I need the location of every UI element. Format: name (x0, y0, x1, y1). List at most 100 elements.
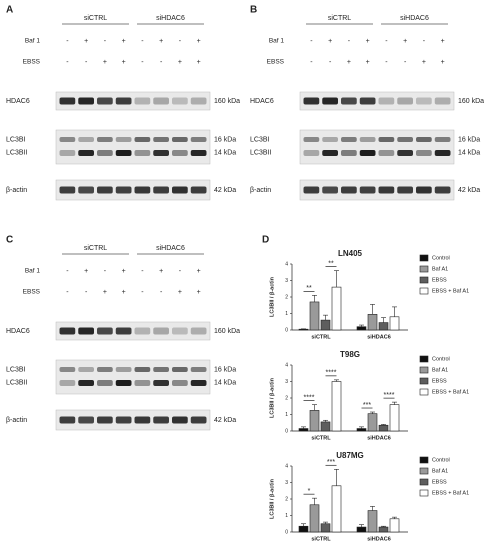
error-bar (370, 506, 375, 511)
condition-sign: - (104, 38, 107, 45)
band (115, 380, 132, 386)
band (303, 97, 320, 105)
bar (389, 404, 400, 432)
band (190, 150, 207, 156)
significance-label: **** (326, 370, 337, 377)
band (78, 416, 94, 424)
band (172, 327, 188, 335)
condition-sign: - (141, 59, 144, 66)
bar (389, 316, 400, 331)
bar (378, 526, 389, 533)
y-tick-label: 4 (285, 463, 288, 469)
panel-letter: B (250, 5, 257, 16)
group-label: siHDAC6 (156, 15, 185, 22)
band (416, 137, 432, 142)
condition-sign: - (423, 38, 426, 45)
band (134, 327, 151, 335)
band (322, 137, 338, 142)
band (378, 97, 395, 105)
protein-label: LC3BII (250, 149, 271, 156)
error-bar (323, 314, 328, 321)
band (397, 150, 413, 156)
band (59, 380, 76, 386)
error-bar (370, 411, 375, 414)
blot-background (55, 179, 211, 201)
x-tick-label: siHDAC6 (367, 435, 391, 441)
condition-sign: + (441, 59, 445, 66)
protein-label: β-actin (250, 187, 271, 194)
band (115, 416, 132, 424)
condition-sign: - (85, 289, 88, 296)
size-label: 16 kDa (214, 366, 236, 373)
significance-label: ** (328, 260, 334, 267)
size-label: 16 kDa (214, 136, 236, 143)
protein-label: β-actin (6, 187, 27, 194)
band (134, 380, 151, 386)
condition-sign: + (366, 38, 370, 45)
condition-sign: - (141, 268, 144, 275)
x-tick-label: siCTRL (311, 435, 331, 441)
bar (298, 525, 309, 533)
protein-label: LC3BII (6, 379, 27, 386)
condition-sign: - (66, 59, 69, 66)
band (97, 367, 113, 372)
band (97, 186, 113, 194)
error-bar (301, 426, 306, 429)
band (190, 186, 207, 194)
band (153, 150, 169, 156)
band (97, 380, 113, 386)
band (378, 186, 395, 194)
bar (320, 523, 331, 533)
legend-label: Baf A1 (432, 367, 448, 373)
y-tick-label: 1 (285, 412, 288, 418)
band (59, 186, 76, 194)
condition-sign: + (122, 289, 126, 296)
chart-title: U87MG (336, 451, 364, 460)
bar (298, 328, 309, 331)
error-bar (323, 419, 328, 422)
protein-label: HDAC6 (6, 98, 30, 105)
band (341, 150, 357, 156)
y-tick-label: 1 (285, 513, 288, 519)
band (434, 137, 451, 142)
size-label: 160 kDa (214, 328, 240, 335)
band (115, 97, 132, 105)
condition-sign: + (403, 38, 407, 45)
band (59, 367, 76, 372)
bar (367, 314, 378, 331)
y-tick-label: 3 (285, 278, 288, 284)
error-bar (381, 317, 386, 323)
error-bar (312, 404, 317, 411)
blot-background (55, 409, 211, 431)
y-tick-label: 2 (285, 496, 288, 502)
error-bar (334, 379, 339, 382)
row-label: EBSS (23, 289, 41, 296)
y-tick-label: 4 (285, 362, 288, 368)
condition-sign: - (404, 59, 407, 66)
y-axis-label: LC3BII / β-actin (269, 377, 275, 418)
band (134, 97, 151, 105)
y-tick-label: 2 (285, 294, 288, 300)
band (153, 137, 169, 142)
condition-sign: - (310, 59, 313, 66)
bar (367, 510, 378, 533)
condition-sign: + (422, 59, 426, 66)
protein-label: LC3BI (6, 366, 26, 373)
group-label: siHDAC6 (400, 15, 429, 22)
error-bar (381, 525, 386, 528)
chart-title: LN405 (338, 249, 363, 258)
band (172, 380, 188, 386)
condition-sign: - (310, 38, 313, 45)
y-tick-label: 2 (285, 395, 288, 401)
band (78, 367, 94, 372)
band (190, 416, 207, 424)
band (378, 150, 395, 156)
condition-sign: - (179, 38, 182, 45)
band (359, 186, 376, 194)
band (134, 367, 151, 372)
bar (378, 322, 389, 331)
band (190, 380, 207, 386)
protein-label: LC3BI (6, 136, 26, 143)
error-bar (359, 324, 364, 327)
bar (298, 428, 309, 432)
